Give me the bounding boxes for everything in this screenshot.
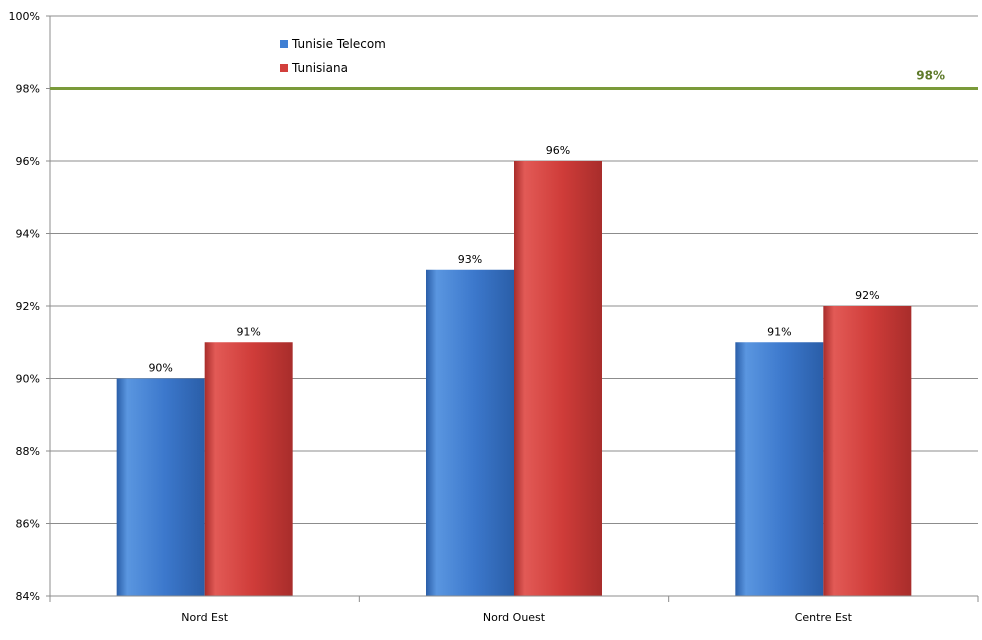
legend-label-tunisie-telecom: Tunisie Telecom <box>292 37 386 51</box>
bar <box>204 342 293 596</box>
y-tick-label: 94% <box>16 228 40 241</box>
reference-line-label: 98% <box>916 69 945 83</box>
bar <box>116 378 205 596</box>
bar <box>426 269 514 596</box>
x-tick-label: Nord Est <box>181 611 228 624</box>
legend-item-tunisiana: Tunisiana <box>280 56 386 80</box>
data-label: 91% <box>767 325 791 338</box>
bar <box>514 161 602 596</box>
x-tick-label: Nord Ouest <box>483 611 546 624</box>
legend: Tunisie Telecom Tunisiana <box>280 32 386 80</box>
legend-label-tunisiana: Tunisiana <box>292 61 348 75</box>
legend-swatch-tunisie-telecom <box>280 40 288 48</box>
data-label: 90% <box>148 362 172 375</box>
y-tick-label: 88% <box>16 445 40 458</box>
data-label: 92% <box>855 289 879 302</box>
y-tick-label: 100% <box>9 10 40 23</box>
y-tick-label: 98% <box>16 83 40 96</box>
data-label: 91% <box>236 325 260 338</box>
legend-item-tunisie-telecom: Tunisie Telecom <box>280 32 386 56</box>
bar <box>823 306 912 596</box>
x-tick-label: Centre Est <box>795 611 853 624</box>
data-label: 96% <box>546 144 570 157</box>
legend-swatch-tunisiana <box>280 64 288 72</box>
bar <box>735 342 824 596</box>
data-label: 93% <box>458 253 482 266</box>
y-tick-label: 92% <box>16 300 40 313</box>
y-tick-label: 96% <box>16 155 40 168</box>
y-tick-label: 90% <box>16 373 40 386</box>
y-tick-label: 86% <box>16 518 40 531</box>
y-tick-label: 84% <box>16 590 40 603</box>
